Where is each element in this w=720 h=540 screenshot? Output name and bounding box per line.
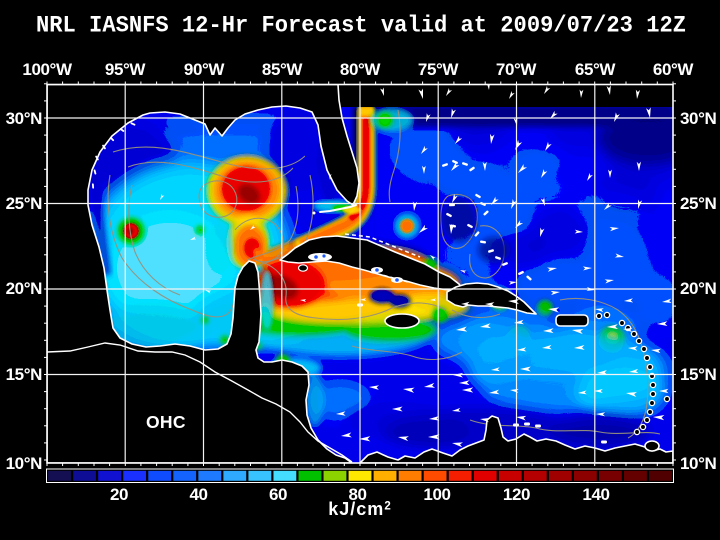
- svg-text:100: 100: [423, 485, 450, 504]
- svg-text:85°W: 85°W: [262, 60, 304, 79]
- svg-text:10°N: 10°N: [680, 454, 717, 473]
- svg-text:120: 120: [503, 485, 530, 504]
- svg-text:40: 40: [189, 485, 207, 504]
- svg-text:80°W: 80°W: [340, 60, 382, 79]
- svg-text:20°N: 20°N: [680, 279, 717, 298]
- svg-text:65°W: 65°W: [575, 60, 617, 79]
- svg-text:60°W: 60°W: [653, 60, 695, 79]
- svg-text:15°N: 15°N: [680, 365, 717, 384]
- svg-text:kJ/cm2: kJ/cm2: [328, 499, 391, 519]
- svg-text:25°N: 25°N: [6, 194, 43, 213]
- svg-text:90°W: 90°W: [184, 60, 226, 79]
- svg-text:OHC: OHC: [146, 412, 186, 432]
- svg-text:10°N: 10°N: [6, 454, 43, 473]
- svg-text:100°W: 100°W: [22, 60, 73, 79]
- svg-text:25°N: 25°N: [680, 194, 717, 213]
- svg-text:80: 80: [348, 485, 366, 504]
- svg-text:15°N: 15°N: [6, 365, 43, 384]
- svg-text:20: 20: [110, 485, 128, 504]
- svg-text:140: 140: [582, 485, 609, 504]
- svg-text:30°N: 30°N: [680, 109, 717, 128]
- svg-text:60: 60: [269, 485, 287, 504]
- svg-text:NRL IASNFS 12-Hr Forecast val: NRL IASNFS 12-Hr Forecast valid at 2009/…: [36, 13, 686, 40]
- svg-text:20°N: 20°N: [6, 279, 43, 298]
- svg-text:95°W: 95°W: [105, 60, 147, 79]
- svg-text:30°N: 30°N: [6, 109, 43, 128]
- svg-text:75°W: 75°W: [418, 60, 460, 79]
- svg-text:70°W: 70°W: [496, 60, 538, 79]
